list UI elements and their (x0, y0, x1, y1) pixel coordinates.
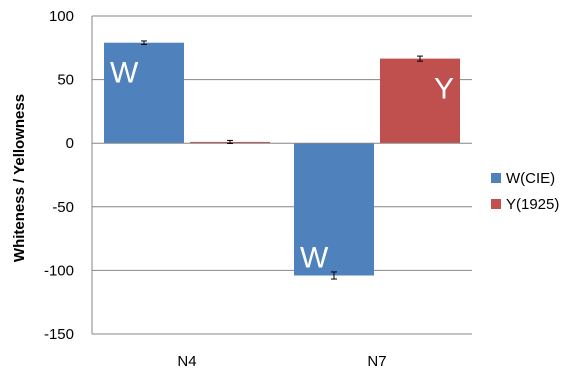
y-tick-label: -100 (44, 262, 74, 279)
error-bars (141, 40, 423, 280)
legend-label: Y(1925) (506, 196, 559, 213)
bar-letter-label: Y (434, 73, 454, 106)
bar-labels: W W Y (110, 57, 454, 275)
y-tick-label: 0 (66, 135, 74, 152)
y-axis-ticks: 100 50 0 -50 -100 -150 (44, 8, 74, 343)
legend-swatch (491, 173, 501, 183)
legend-label: W(CIE) (506, 170, 555, 187)
y-tick-label: 100 (49, 8, 74, 25)
y-tick-label: -50 (52, 199, 74, 216)
bar-letter-label: W (110, 57, 139, 90)
y-axis-label: Whiteness / Yellowness (11, 94, 28, 262)
legend-swatch (491, 199, 501, 209)
bar-letter-label: W (300, 241, 329, 274)
y-tick-label: 50 (57, 72, 74, 89)
y-tick-label: -150 (44, 326, 74, 343)
bar (104, 42, 184, 144)
x-axis-ticks: N4 N7 (177, 353, 386, 370)
legend: W(CIE) Y(1925) (491, 170, 559, 213)
bar (380, 58, 460, 144)
bars (104, 42, 460, 276)
x-tick-label: N7 (367, 353, 386, 370)
x-tick-label: N4 (177, 353, 196, 370)
bar (294, 143, 374, 276)
